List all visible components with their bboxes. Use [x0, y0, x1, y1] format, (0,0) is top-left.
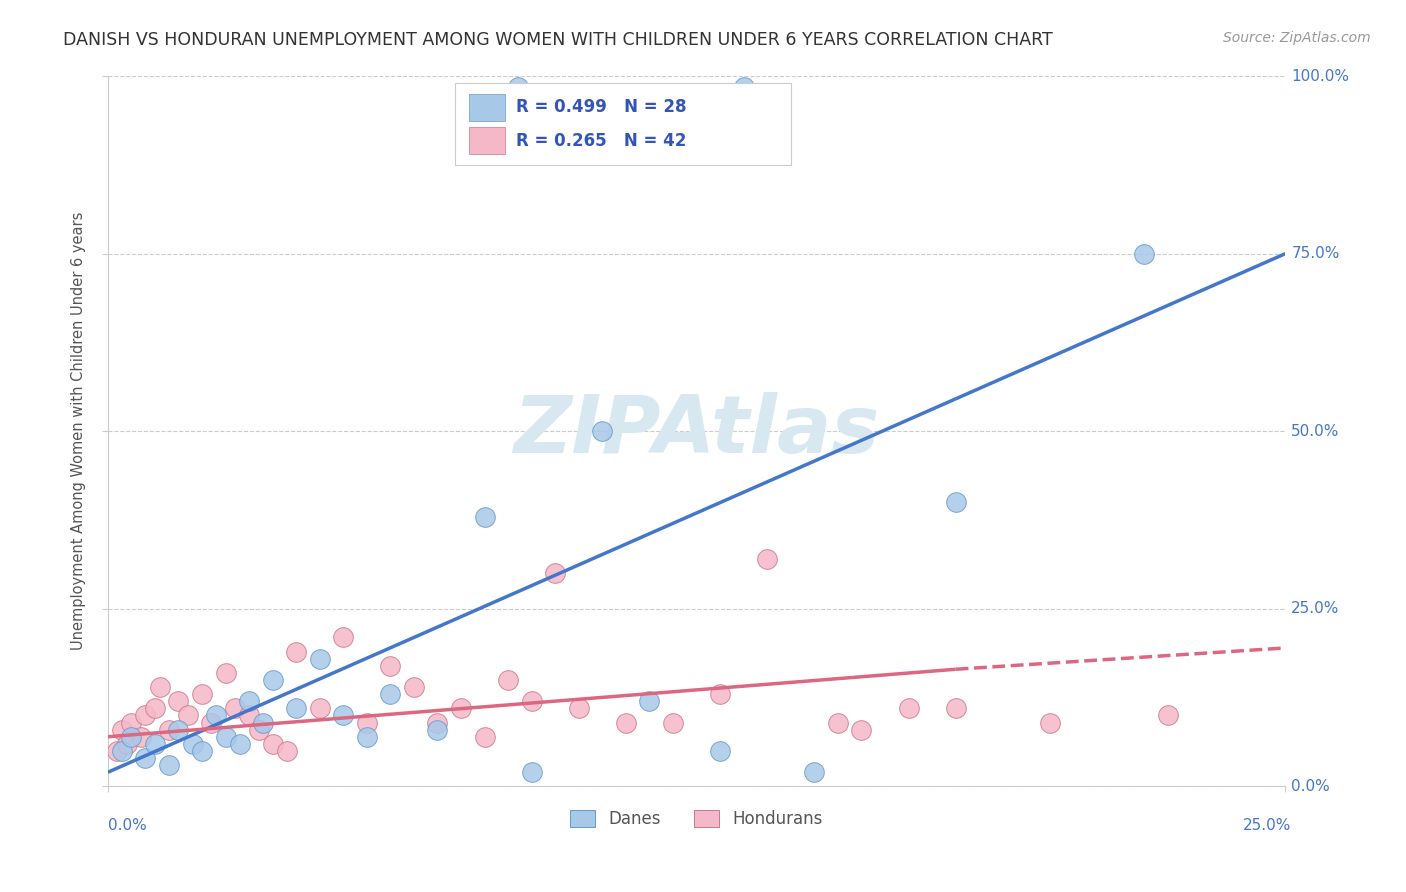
Point [614, 715, 637, 730]
Point [638, 694, 661, 708]
Text: 25.0%: 25.0% [1243, 819, 1291, 833]
Text: 0.0%: 0.0% [1291, 779, 1330, 794]
Point [262, 673, 284, 687]
Point [167, 723, 190, 737]
Point [356, 730, 378, 744]
Point [450, 701, 472, 715]
Point [191, 744, 214, 758]
Point [733, 79, 755, 94]
Point [506, 79, 529, 94]
Y-axis label: Unemployment Among Women with Children Under 6 years: Unemployment Among Women with Children U… [72, 212, 86, 650]
Point [214, 730, 236, 744]
Text: R = 0.499   N = 28: R = 0.499 N = 28 [516, 98, 688, 116]
Text: R = 0.265   N = 42: R = 0.265 N = 42 [516, 132, 686, 150]
Point [709, 744, 731, 758]
Text: 50.0%: 50.0% [1291, 424, 1340, 439]
Point [426, 723, 449, 737]
Point [568, 701, 591, 715]
Point [426, 715, 449, 730]
Point [402, 680, 425, 694]
Point [167, 694, 190, 708]
Point [224, 701, 246, 715]
Point [474, 509, 496, 524]
Text: 75.0%: 75.0% [1291, 246, 1340, 261]
Point [520, 765, 543, 780]
Point [157, 723, 180, 737]
Point [1039, 715, 1062, 730]
Point [520, 694, 543, 708]
Point [827, 715, 849, 730]
FancyBboxPatch shape [470, 128, 505, 154]
Point [177, 708, 200, 723]
Point [308, 701, 330, 715]
Point [181, 737, 204, 751]
Point [111, 723, 134, 737]
Text: 100.0%: 100.0% [1291, 69, 1350, 84]
Point [1133, 246, 1156, 260]
Text: 25.0%: 25.0% [1291, 601, 1340, 616]
Point [591, 424, 613, 438]
Point [238, 694, 260, 708]
Point [474, 730, 496, 744]
Point [214, 665, 236, 680]
Point [134, 708, 156, 723]
Point [332, 708, 354, 723]
Point [544, 566, 567, 581]
Point [105, 744, 128, 758]
Point [143, 737, 166, 751]
Point [262, 737, 284, 751]
Point [285, 644, 308, 658]
Text: 0.0%: 0.0% [108, 819, 146, 833]
Point [308, 651, 330, 665]
Point [120, 730, 142, 744]
Text: DANISH VS HONDURAN UNEMPLOYMENT AMONG WOMEN WITH CHILDREN UNDER 6 YEARS CORRELAT: DANISH VS HONDURAN UNEMPLOYMENT AMONG WO… [63, 31, 1053, 49]
Point [247, 723, 270, 737]
Point [380, 658, 402, 673]
Point [115, 737, 138, 751]
Point [709, 687, 731, 701]
Point [356, 715, 378, 730]
Text: ZIPAtlas: ZIPAtlas [513, 392, 880, 470]
Point [285, 701, 308, 715]
Point [662, 715, 685, 730]
Point [157, 758, 180, 772]
Point [803, 765, 825, 780]
Point [149, 680, 172, 694]
Point [200, 715, 222, 730]
Legend: Danes, Hondurans: Danes, Hondurans [569, 810, 823, 828]
Point [276, 744, 298, 758]
Point [228, 737, 250, 751]
Point [945, 495, 967, 509]
Point [380, 687, 402, 701]
Point [897, 701, 920, 715]
Point [945, 701, 967, 715]
Point [1156, 708, 1178, 723]
Point [143, 701, 166, 715]
Point [111, 744, 134, 758]
Point [332, 630, 354, 644]
Point [191, 687, 214, 701]
Point [851, 723, 873, 737]
Point [120, 715, 142, 730]
Point [756, 552, 779, 566]
Point [496, 673, 519, 687]
FancyBboxPatch shape [456, 83, 790, 165]
Point [238, 708, 260, 723]
Point [134, 751, 156, 765]
Point [205, 708, 228, 723]
FancyBboxPatch shape [470, 94, 505, 120]
Text: Source: ZipAtlas.com: Source: ZipAtlas.com [1223, 31, 1371, 45]
Point [129, 730, 152, 744]
Point [252, 715, 274, 730]
